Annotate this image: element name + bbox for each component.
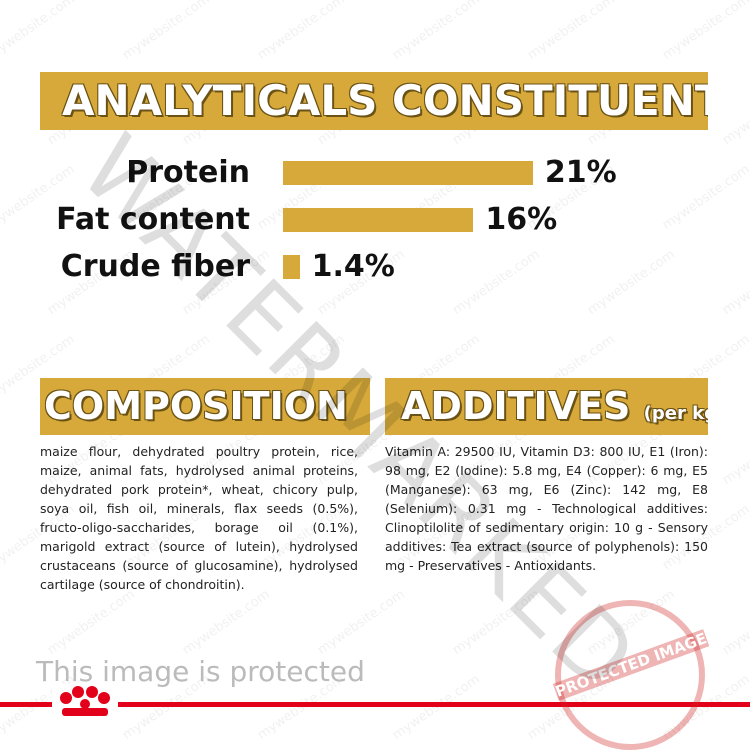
site-watermark: mywebsite.com — [179, 586, 273, 659]
constituent-label: Fat content — [56, 202, 250, 237]
constituent-row: Crude fiber 1.4% — [0, 247, 750, 287]
site-watermark: mywebsite.com — [0, 0, 78, 64]
constituent-row: Protein 21% — [0, 153, 750, 193]
section-header: ADDITIVES (per kg) — [385, 378, 708, 435]
site-watermark: mywebsite.com — [524, 0, 618, 64]
section-header: ANALYTICALS CONSTITUENTS — [40, 72, 708, 130]
title: ADDITIVES — [401, 384, 631, 428]
site-watermark: mywebsite.com — [254, 0, 348, 64]
site-watermark: mywebsite.com — [719, 586, 750, 659]
site-watermark: mywebsite.com — [389, 671, 483, 744]
site-watermark: mywebsite.com — [659, 0, 750, 64]
site-watermark: mywebsite.com — [719, 416, 750, 489]
site-watermark: mywebsite.com — [314, 586, 408, 659]
section-header: COMPOSITION — [40, 378, 370, 435]
title: COMPOSITION — [44, 384, 348, 428]
value-label: 16% — [485, 202, 558, 237]
site-watermark: mywebsite.com — [44, 586, 138, 659]
logo — [52, 684, 118, 724]
stamp: PROTECTED IMAGE — [552, 600, 710, 750]
site-watermark: mywebsite.com — [389, 0, 483, 64]
site-watermark: mywebsite.com — [719, 76, 750, 149]
protection-notice: This image is protected — [36, 655, 365, 688]
additives-text: Vitamin A: 29500 IU, Vitamin D3: 800 IU,… — [385, 444, 708, 573]
constituent-label: Protein — [126, 155, 250, 190]
bar — [283, 255, 300, 279]
site-watermark: mywebsite.com — [119, 0, 213, 64]
footer-line — [0, 702, 750, 707]
value-label: 21% — [544, 155, 617, 190]
value-label: 1.4% — [311, 249, 395, 284]
composition-text: maize flour, dehydrated poultry protein,… — [40, 444, 358, 592]
unit: (per kg) — [643, 403, 708, 424]
bar — [283, 161, 533, 185]
title: ANALYTICALS CONSTITUENTS — [62, 76, 708, 125]
bar — [283, 208, 474, 232]
constituent-label: Crude fiber — [60, 249, 250, 284]
constituent-row: Fat content 16% — [0, 200, 750, 240]
